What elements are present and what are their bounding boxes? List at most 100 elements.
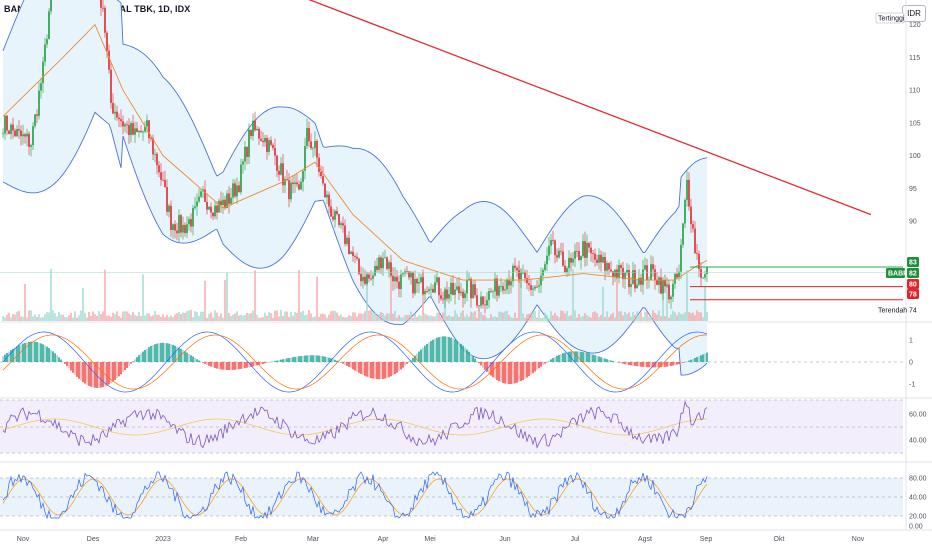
candle-body <box>224 199 226 209</box>
macd-histogram-bar <box>208 362 210 366</box>
macd-histogram-bar <box>236 362 238 370</box>
macd-histogram-bar <box>12 348 14 362</box>
volume-bar <box>232 314 234 321</box>
price-tick-label: 110 <box>909 88 920 95</box>
macd-histogram-bar <box>122 362 124 373</box>
macd-histogram-bar <box>706 352 708 362</box>
macd-histogram-bar <box>322 356 324 362</box>
candle-body <box>342 223 344 226</box>
candle-body <box>158 165 160 173</box>
stoch-tick-label: 0.00 <box>909 524 923 531</box>
candle-body <box>516 267 518 271</box>
volume-bar <box>594 311 596 321</box>
macd-histogram-bar <box>556 355 558 362</box>
macd-histogram-bar <box>450 337 452 362</box>
volume-bar <box>294 311 296 321</box>
macd-histogram-bar <box>68 362 70 369</box>
volume-bar <box>286 311 288 321</box>
volume-bar <box>34 314 36 321</box>
macd-histogram-bar <box>66 362 68 367</box>
candle-body <box>376 265 378 270</box>
volume-bar <box>388 313 390 321</box>
candle-body <box>574 250 576 259</box>
candle-body <box>160 172 162 180</box>
candle-body <box>150 138 152 139</box>
volume-bar <box>296 312 298 321</box>
volume-bar <box>64 317 66 321</box>
buy-value-tag: 82 <box>907 268 919 278</box>
macd-histogram-bar <box>120 362 122 375</box>
macd-tick-label: 1 <box>909 338 913 345</box>
candle-body <box>472 284 474 299</box>
macd-histogram-bar <box>416 353 418 362</box>
macd-histogram-bar <box>28 341 30 362</box>
macd-histogram-bar <box>566 352 568 362</box>
price-tick-label: 115 <box>909 55 920 62</box>
macd-histogram-bar <box>480 362 482 366</box>
macd-histogram-bar <box>394 362 396 375</box>
volume-bar <box>342 317 344 321</box>
volume-bar <box>104 269 106 321</box>
macd-histogram-bar <box>78 362 80 379</box>
candle-body <box>418 281 420 284</box>
macd-histogram-bar <box>666 362 668 367</box>
candle-body <box>540 275 542 286</box>
macd-histogram-bar <box>478 362 480 364</box>
candle-body <box>104 7 106 33</box>
macd-histogram-bar <box>146 348 148 362</box>
candle-body <box>664 280 666 287</box>
month-label: Nov <box>852 536 865 543</box>
macd-histogram-bar <box>584 352 586 362</box>
volume-bar <box>466 314 468 321</box>
macd-histogram-bar <box>538 362 540 369</box>
macd-histogram-bar <box>454 339 456 362</box>
volume-bar <box>606 311 608 321</box>
month-label: Jul <box>571 536 580 543</box>
volume-bar <box>182 312 184 321</box>
macd-histogram-bar <box>536 362 538 370</box>
candle-body <box>364 276 366 284</box>
candle-body <box>684 199 686 224</box>
candle-body <box>646 265 648 281</box>
volume-bar <box>554 312 556 321</box>
volume-bar <box>448 315 450 321</box>
volume-bar <box>686 270 688 321</box>
candle-body <box>26 133 28 137</box>
macd-histogram-bar <box>8 351 10 362</box>
candle-body <box>566 268 568 273</box>
volume-bar <box>18 310 20 321</box>
volume-bar <box>260 317 262 321</box>
candle-body <box>422 277 424 295</box>
macd-histogram-bar <box>588 353 590 362</box>
candle-body <box>508 279 510 286</box>
volume-bar <box>256 314 258 321</box>
candle-body <box>668 284 670 300</box>
volume-bar <box>640 312 642 321</box>
candle-body <box>142 131 144 133</box>
candle-body <box>310 141 312 149</box>
candle-body <box>354 255 356 257</box>
candle-body <box>268 140 270 152</box>
volume-bar <box>320 313 322 321</box>
volume-bar <box>472 312 474 321</box>
low-value-tag: 74 <box>907 305 919 315</box>
volume-bar <box>524 317 526 321</box>
macd-histogram-bar <box>372 362 374 379</box>
volume-bar <box>72 317 74 321</box>
candle-body <box>322 176 324 184</box>
candle-body <box>432 288 434 293</box>
macd-histogram-bar <box>154 344 156 362</box>
volume-bar <box>702 317 704 321</box>
macd-histogram-bar <box>318 355 320 362</box>
candle-body <box>396 276 398 282</box>
volume-bar <box>674 312 676 321</box>
candle-body <box>278 170 280 175</box>
macd-histogram-bar <box>492 362 494 378</box>
candle-body <box>686 179 688 200</box>
volume-bar <box>188 310 190 321</box>
volume-bar <box>486 317 488 321</box>
candle-body <box>478 305 480 307</box>
macd-histogram-bar <box>528 362 530 377</box>
